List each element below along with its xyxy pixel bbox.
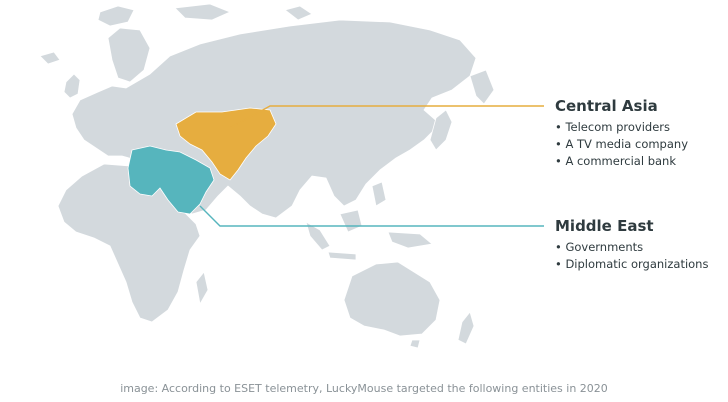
philippines [371, 181, 387, 207]
middle-east-region [127, 145, 215, 215]
list-item: A commercial bank [555, 153, 688, 170]
central-asia-region [175, 107, 277, 181]
central-asia-title: Central Asia [555, 97, 658, 115]
central-asia-list: Telecom providers A TV media company A c… [555, 119, 688, 170]
list-item: A TV media company [555, 136, 688, 153]
new-guinea [387, 231, 433, 249]
central-asia-connector [229, 105, 544, 129]
sumatra [305, 221, 331, 251]
scandinavia [107, 27, 151, 83]
arctic-island [174, 3, 231, 21]
image-caption: image: According to ESET telemetry, Luck… [120, 382, 608, 395]
middle-east-list: Governments Diplomatic organizations [555, 239, 708, 273]
middle-east-title: Middle East [555, 217, 654, 235]
australia [343, 261, 441, 337]
iceland [39, 51, 61, 65]
arctic-island [97, 5, 135, 27]
uk [63, 73, 81, 99]
landmasses [39, 3, 495, 349]
list-item: Diplomatic organizations [555, 256, 708, 273]
list-item: Telecom providers [555, 119, 688, 136]
central-asia-legend: Central Asia Telecom providers A TV medi… [555, 97, 688, 170]
middle-east-legend: Middle East Governments Diplomatic organ… [555, 217, 708, 273]
madagascar [195, 271, 209, 305]
java [327, 251, 357, 261]
new-zealand [457, 311, 475, 345]
list-item: Governments [555, 239, 708, 256]
borneo [339, 209, 363, 233]
kamchatka [469, 69, 495, 105]
japan [429, 109, 453, 151]
middle-east-connector [199, 205, 544, 227]
tasmania [409, 339, 421, 349]
arctic-island [284, 5, 313, 21]
